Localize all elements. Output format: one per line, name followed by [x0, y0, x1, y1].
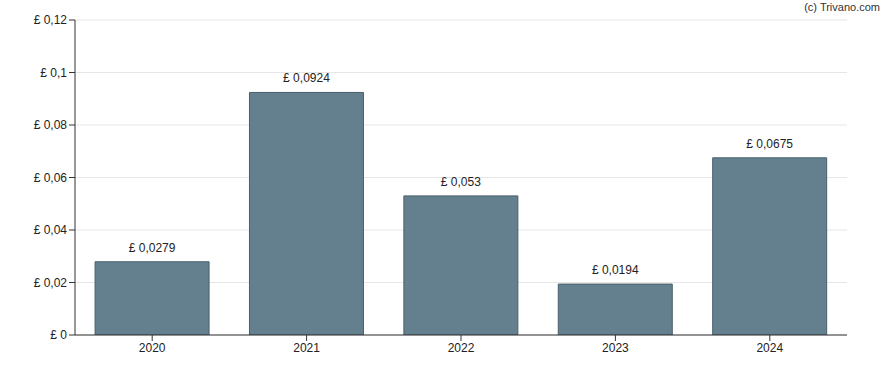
svg-text:£ 0,08: £ 0,08 [34, 118, 68, 132]
svg-text:£ 0,1: £ 0,1 [40, 66, 67, 80]
svg-text:2021: 2021 [293, 341, 320, 355]
svg-text:2022: 2022 [448, 341, 475, 355]
svg-text:£ 0,0675: £ 0,0675 [746, 137, 793, 151]
svg-text:£ 0,04: £ 0,04 [34, 223, 68, 237]
html-text:(c) Trivano.com: (c) Trivano.com [804, 1, 880, 13]
svg-text:£ 0,0279: £ 0,0279 [129, 241, 176, 255]
svg-text:£ 0,12: £ 0,12 [34, 13, 68, 27]
svg-text:£ 0,0924: £ 0,0924 [283, 71, 330, 85]
svg-text:2023: 2023 [602, 341, 629, 355]
svg-text:£ 0,0194: £ 0,0194 [592, 263, 639, 277]
svg-text:2020: 2020 [139, 341, 166, 355]
svg-text:2024: 2024 [756, 341, 783, 355]
svg-text:£ 0,06: £ 0,06 [34, 171, 68, 185]
svg-text:£ 0,053: £ 0,053 [441, 175, 481, 189]
svg-text:£ 0,02: £ 0,02 [34, 276, 68, 290]
svg-text:£ 0: £ 0 [50, 328, 67, 342]
